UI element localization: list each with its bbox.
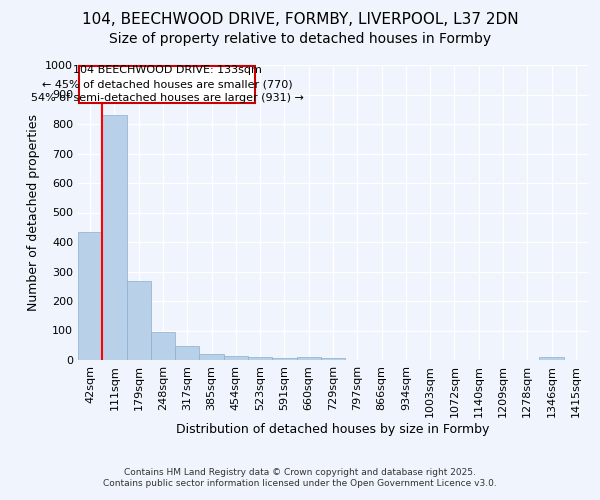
Bar	[224, 356, 248, 360]
Bar	[272, 358, 296, 360]
Bar	[151, 332, 175, 360]
Bar	[199, 354, 224, 360]
Text: Contains HM Land Registry data © Crown copyright and database right 2025.
Contai: Contains HM Land Registry data © Crown c…	[103, 468, 497, 487]
Bar	[102, 115, 127, 360]
Text: 104 BEECHWOOD DRIVE: 133sqm
← 45% of detached houses are smaller (770)
54% of se: 104 BEECHWOOD DRIVE: 133sqm ← 45% of det…	[31, 66, 304, 104]
Y-axis label: Number of detached properties: Number of detached properties	[26, 114, 40, 311]
Text: Size of property relative to detached houses in Formby: Size of property relative to detached ho…	[109, 32, 491, 46]
Bar	[175, 346, 199, 360]
Bar	[78, 232, 102, 360]
Bar	[127, 281, 151, 360]
Text: 104, BEECHWOOD DRIVE, FORMBY, LIVERPOOL, L37 2DN: 104, BEECHWOOD DRIVE, FORMBY, LIVERPOOL,…	[82, 12, 518, 28]
Bar	[296, 357, 321, 360]
X-axis label: Distribution of detached houses by size in Formby: Distribution of detached houses by size …	[176, 422, 490, 436]
Bar	[321, 358, 345, 360]
Bar	[248, 357, 272, 360]
FancyBboxPatch shape	[79, 66, 255, 104]
Bar	[539, 357, 564, 360]
